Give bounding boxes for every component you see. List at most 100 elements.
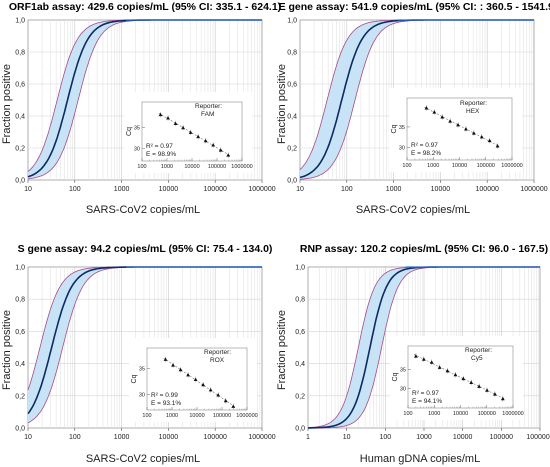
x-tick-label: 10 [24, 186, 32, 193]
inset-x-tick-label: 1000 [166, 413, 178, 419]
x-tick-label: 1 [306, 434, 310, 441]
inset-data-point [429, 360, 434, 364]
inset-background [389, 88, 522, 172]
x-tick-label: 100000 [204, 434, 227, 441]
panel-e-gene: 10 100 1000 10000 100000 1000000 0,0 0,2 0,4 0,6 0… [287, 18, 547, 194]
inset-data-point [203, 138, 208, 143]
inset-r-squared: R² = 0.97 [411, 142, 438, 149]
panel-orf1ab: 10 100 1000 10000 100000 1000000 0,0 0,2 0,4 0,6 0… [15, 18, 275, 194]
inset-regression-line [424, 107, 500, 147]
inset-reporter-dye: HEX [466, 108, 480, 115]
inset-x-tick-label: 100000 [213, 413, 231, 419]
inset-data-point [453, 372, 458, 377]
y-tick-label: 0,6 [287, 82, 297, 89]
inset-data-point [471, 131, 476, 135]
inset-data-point [223, 398, 228, 403]
y-tick-label: 1,0 [15, 18, 25, 25]
x-tick-label: 10000 [453, 434, 473, 441]
inset-data-point [464, 127, 468, 131]
inset-x-tick-label: 100 [137, 164, 146, 170]
inset-ylabel: Cq [131, 374, 138, 383]
x-tick-label: 1000 [114, 434, 130, 441]
inset-ylabel: Cq [126, 127, 133, 136]
inset-y-tick-label: 30 [399, 146, 405, 152]
inset-data-point [485, 388, 489, 392]
inset-reporter-dye: FAM [201, 111, 214, 118]
inset-reporter-dye: ROX [210, 357, 225, 364]
inset-efficiency: E = 93.1% [151, 400, 181, 407]
inset-data-point [178, 367, 183, 372]
x-tick-label: 10 [24, 434, 32, 441]
inset-reporter-label: Reporter: [195, 103, 222, 110]
inset-data-point [477, 384, 482, 388]
inset-x-tick-label: 10000 [453, 411, 468, 417]
inset-efficiency: E = 98.2% [411, 150, 441, 157]
inset-y-tick-label: 30 [400, 387, 406, 393]
ci-band [300, 20, 534, 180]
panel-s-gene: 10 100 1000 10000 100000 1000000 0,0 0,2 0,4 0,6 0… [15, 265, 275, 442]
inset-reporter-label: Reporter: [204, 349, 231, 356]
y-tick-label: 0,0 [295, 426, 305, 433]
y-tick-label: 0,0 [15, 178, 25, 185]
inset-ylabel: Cq [391, 124, 398, 133]
ci-band [308, 267, 540, 428]
x-tick-label: 1000 [114, 186, 130, 193]
inset-data-point [479, 134, 484, 139]
panel-1-title: ORF1ab assay: 429.6 copies/mL (95% CI: 3… [9, 1, 281, 13]
y-tick-label: 0,8 [295, 297, 305, 304]
inset-r-squared: R² = 0.99 [151, 392, 178, 399]
panel-2-xlabel: SARS-CoV2 copies/mL [356, 204, 470, 216]
inset-x-tick-label: 10000 [184, 164, 199, 170]
inset-x-tick-label: 1000000 [501, 163, 522, 169]
inset-data-point [211, 143, 216, 147]
inset-x-tick-label: 1000000 [502, 411, 523, 417]
inset-data-point [456, 122, 460, 127]
panel-rnp: 1 10 100 1000 10000 100000 1000000 0,0 0,2 0,4 0,6… [295, 265, 550, 442]
inset-data-point [495, 144, 500, 148]
panel-2-title: E gene assay: 541.9 copies/mL (95% CI: :… [279, 1, 550, 13]
y-tick-label: 0,2 [287, 146, 297, 153]
y-tick-label: 0,4 [15, 361, 25, 368]
x-tick-label: 1000000 [526, 434, 550, 441]
inset-data-point [158, 112, 163, 117]
y-tick-label: 0,4 [287, 114, 297, 121]
inset-x-tick-label: 1000 [161, 164, 173, 170]
inset-data-point [186, 372, 190, 377]
panel-3-title: S gene assay: 94.2 copies/mL (95% CI: 75… [18, 243, 273, 255]
panel-1-xlabel: SARS-CoV2 copies/mL [86, 204, 200, 216]
inset-data-point [208, 387, 213, 392]
inset-x-tick-label: 100000 [208, 164, 226, 170]
inset-data-point [421, 357, 426, 361]
y-tick-label: 0,2 [15, 146, 25, 153]
y-tick-label: 0,6 [15, 82, 25, 89]
inset-x-tick-label: 100 [402, 163, 411, 169]
inset-data-point [231, 404, 236, 408]
inset-x-tick-label: 100 [142, 413, 151, 419]
inset-data-point [171, 363, 175, 367]
y-tick-label: 1,0 [15, 265, 25, 272]
inset-reporter-label: Reporter: [465, 347, 492, 354]
panel-2-ylabel: Fraction positive [276, 64, 288, 144]
inset-y-tick-label: 35 [139, 367, 145, 373]
inset-y-tick-label: 35 [134, 125, 140, 131]
inset-data-point [432, 110, 437, 114]
inset-y-tick-label: 30 [139, 393, 145, 399]
inset-data-point [188, 130, 193, 134]
inset-efficiency: E = 94.1% [412, 398, 442, 405]
inset-x-tick-label: 1000000 [236, 413, 257, 419]
inset-efficiency: E = 98.9% [146, 151, 176, 158]
inset-data-point [414, 354, 418, 358]
inset-regression-line [413, 354, 505, 400]
y-tick-label: 1,0 [295, 265, 305, 272]
inset-x-tick-label: 1000 [427, 163, 439, 169]
x-tick-label: 100 [69, 434, 81, 441]
inset-ylabel: Cq [392, 372, 399, 381]
inset-data-point [173, 121, 178, 126]
y-tick-label: 0,6 [15, 329, 25, 336]
inset-r-squared: R² = 0.97 [412, 390, 439, 397]
y-tick-label: 0,8 [15, 50, 25, 57]
